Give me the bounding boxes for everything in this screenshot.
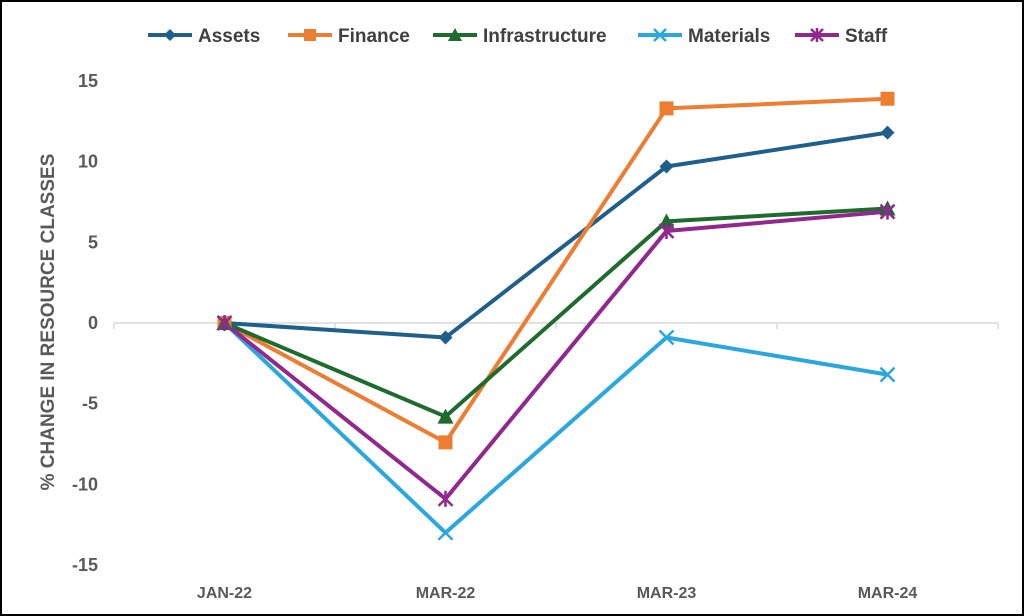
x-tick-label: MAR-23 xyxy=(637,585,697,602)
series-line-assets xyxy=(224,130,888,340)
x-tick-label: JAN-22 xyxy=(197,585,252,602)
data-point-staff xyxy=(216,315,233,331)
series-markers xyxy=(216,91,896,541)
legend-marker xyxy=(304,29,316,41)
y-tick-label: 0 xyxy=(88,313,98,333)
series-line-finance xyxy=(223,96,888,445)
y-tick-label: -5 xyxy=(82,394,98,414)
y-tick-label: 5 xyxy=(88,232,98,252)
legend-marker xyxy=(164,29,176,41)
legend-item-assets: Assets xyxy=(148,26,260,47)
data-point-materials xyxy=(879,366,896,383)
y-tick-label: 10 xyxy=(78,152,98,172)
data-point-materials xyxy=(658,329,675,346)
legend-item-infrastructure: Infrastructure xyxy=(433,26,607,47)
series-line-infrastructure xyxy=(223,206,888,419)
data-point-infrastructure xyxy=(437,408,454,424)
y-tick-labels: 15 10 5 0 -5 -10 -15 xyxy=(72,71,98,575)
data-point-finance xyxy=(880,91,895,106)
series-line-materials xyxy=(223,321,888,535)
y-axis-title: % CHANGE IN RESOURCE CLASSES xyxy=(38,154,59,491)
legend-marker xyxy=(810,28,824,42)
legend-label: Assets xyxy=(198,26,260,47)
legend-marker xyxy=(653,28,667,42)
legend-label: Infrastructure xyxy=(483,26,607,47)
x-tick-label: MAR-22 xyxy=(416,585,476,602)
data-point-finance xyxy=(438,435,453,450)
data-point-infrastructure xyxy=(658,213,675,229)
y-tick-label: 15 xyxy=(78,71,98,91)
legend-marker xyxy=(448,28,462,41)
series-lines xyxy=(223,96,888,535)
x-tick-labels: JAN-22 MAR-22 MAR-23 MAR-24 xyxy=(113,323,999,602)
legend-label: Staff xyxy=(845,26,888,47)
legend-item-staff: Staff xyxy=(795,26,888,47)
legend: Assets Finance Infrastructure Materials Staf… xyxy=(148,26,888,47)
data-point-staff xyxy=(879,203,896,220)
data-point-finance xyxy=(659,101,674,116)
data-point-assets xyxy=(438,330,453,345)
data-point-staff xyxy=(437,490,454,507)
y-tick-label: -15 xyxy=(72,555,98,575)
data-point-assets xyxy=(880,125,895,140)
legend-label: Finance xyxy=(338,26,410,47)
series-line-staff xyxy=(223,209,888,501)
data-point-materials xyxy=(437,524,454,541)
legend-label: Materials xyxy=(688,26,770,47)
data-point-assets xyxy=(659,159,674,174)
legend-item-finance: Finance xyxy=(288,26,410,47)
y-tick-label: -10 xyxy=(72,474,98,494)
legend-item-materials: Materials xyxy=(638,26,770,47)
x-tick-label: MAR-24 xyxy=(858,585,918,602)
data-point-staff xyxy=(658,223,675,240)
